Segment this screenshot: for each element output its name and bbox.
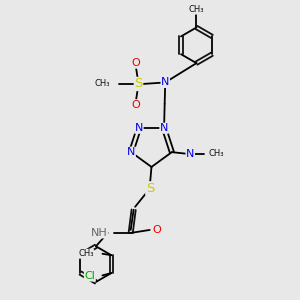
Text: O: O xyxy=(132,58,140,68)
Text: CH₃: CH₃ xyxy=(95,80,110,88)
Text: O: O xyxy=(152,225,161,235)
Text: O: O xyxy=(132,100,140,110)
Text: CH₃: CH₃ xyxy=(208,149,224,158)
Text: N: N xyxy=(127,147,135,157)
Text: N: N xyxy=(186,148,194,159)
Text: N: N xyxy=(135,123,143,133)
Text: Cl: Cl xyxy=(84,271,95,281)
Text: N: N xyxy=(161,77,170,88)
Text: S: S xyxy=(146,182,154,195)
Text: CH₃: CH₃ xyxy=(78,249,94,258)
Text: NH: NH xyxy=(91,228,108,238)
Text: N: N xyxy=(160,123,168,133)
Text: CH₃: CH₃ xyxy=(189,5,204,14)
Text: S: S xyxy=(134,77,143,90)
